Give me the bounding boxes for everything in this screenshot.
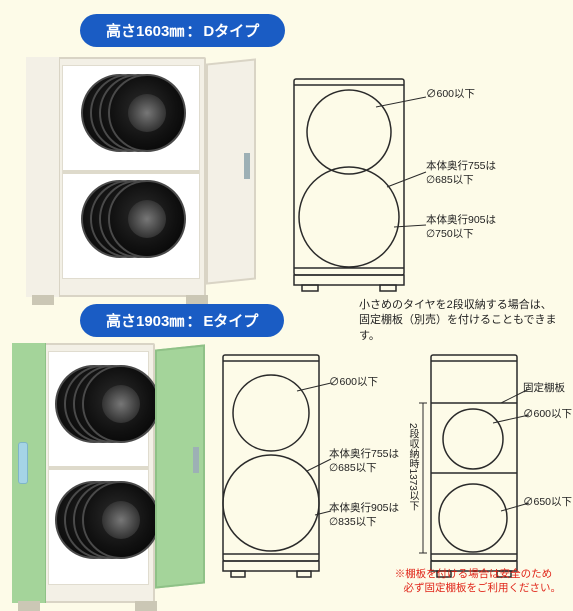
header-d: 高さ1603㎜：Dタイプ xyxy=(80,14,285,47)
header-d-colon: ： xyxy=(186,23,201,40)
diagram-e2: 固定棚板 ∅600以下 ∅650以下 2段収納時1373以下 xyxy=(401,343,561,583)
e2-label-height: 2段収納時1373以下 xyxy=(405,423,420,511)
footnote-red: ※棚板を付ける場合は安全のため ※必ず固定棚板をご利用ください。 xyxy=(395,567,561,596)
cabinet-photo-d xyxy=(26,57,206,297)
cabinet-photo-e xyxy=(12,343,155,603)
note-preamble: 小さめのタイヤを2段収納する場合は、固定棚板（別売）を付けることもできます。 xyxy=(359,298,559,344)
section-e-type: 高さ1903㎜：Eタイプ 小さめのタイヤを2段収納する場合は、固定棚板（別売）を… xyxy=(0,296,573,600)
d-label-bot: 本体奥行905は ∅750以下 xyxy=(426,213,496,241)
section-d-type: 高さ1603㎜：Dタイプ xyxy=(0,0,573,296)
header-e-colon: ： xyxy=(186,313,201,330)
header-e-suffix: Eタイプ xyxy=(203,313,258,330)
content-e: ∅600以下 本体奥行755は ∅685以下 本体奥行905は ∅835以下 xyxy=(0,337,573,603)
e1-label-top: ∅600以下 xyxy=(329,375,378,389)
d-label-mid: 本体奥行755は ∅685以下 xyxy=(426,159,496,187)
diagram-e1: ∅600以下 本体奥行755は ∅685以下 本体奥行905は ∅835以下 xyxy=(211,343,411,583)
e2-label-small: ∅650以下 xyxy=(523,495,572,509)
footnote-text2: 必ず固定棚板をご利用ください。 xyxy=(404,582,562,594)
e1-label-mid: 本体奥行755は ∅685以下 xyxy=(329,447,399,475)
diagram-e2-svg xyxy=(401,343,561,583)
e1-label-bot: 本体奥行905は ∅835以下 xyxy=(329,501,399,529)
d-label-top: ∅600以下 xyxy=(426,87,475,101)
content-d: ∅600以下 本体奥行755は ∅685以下 本体奥行905は ∅750以下 xyxy=(0,47,573,297)
footnote-marker: ※ xyxy=(395,568,406,580)
e2-label-big: ∅600以下 xyxy=(523,407,572,421)
header-e-prefix: 高さ1903㎜ xyxy=(106,313,184,330)
header-d-suffix: Dタイプ xyxy=(203,23,259,40)
diagram-d: ∅600以下 本体奥行755は ∅685以下 本体奥行905は ∅750以下 xyxy=(276,57,561,297)
header-e: 高さ1903㎜：Eタイプ xyxy=(80,304,284,337)
footnote-text1: 棚板を付ける場合は安全のため xyxy=(405,568,552,580)
e2-label-shelf: 固定棚板 xyxy=(523,381,565,395)
header-d-prefix: 高さ1603㎜ xyxy=(106,23,184,40)
